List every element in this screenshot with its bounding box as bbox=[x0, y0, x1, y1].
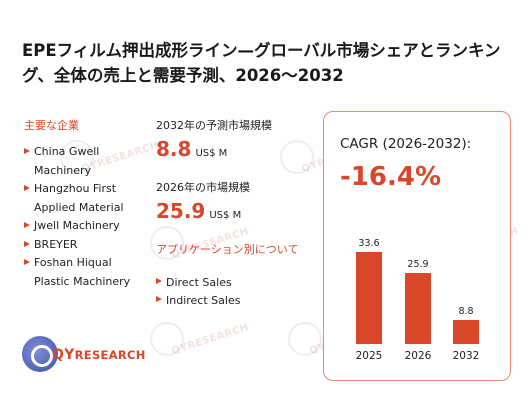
logo-qy: QY bbox=[52, 347, 75, 363]
watermark-circle bbox=[280, 140, 314, 174]
qyresearch-logo: QYRESEARCH bbox=[22, 334, 145, 374]
application-list: Direct Sales Indirect Sales bbox=[156, 274, 240, 309]
list-item: Hangzhou First Applied Material bbox=[24, 180, 144, 217]
company-list: China Gwell Machinery Hangzhou First App… bbox=[24, 143, 144, 291]
cagr-value: -16.4% bbox=[340, 162, 441, 192]
market-2026-label: 2026年の市場規模 bbox=[156, 181, 250, 194]
bar-chart: 33.6 2025 25.9 2026 8.8 2032 bbox=[324, 222, 512, 372]
x-tick-label: 2032 bbox=[452, 350, 480, 362]
bar-value-label: 33.6 bbox=[358, 237, 380, 249]
page-title: EPEフィルム押出成形ライン—グローバル市場シェアとランキング、全体の売上と需要… bbox=[22, 41, 501, 85]
forecast-2032-number: 8.8 bbox=[156, 137, 192, 161]
applications-label: アプリケーション別について bbox=[156, 243, 299, 256]
list-item: Foshan Hiqual Plastic Machinery bbox=[24, 254, 144, 291]
bar-2026 bbox=[405, 272, 431, 344]
bar-2025 bbox=[356, 251, 382, 344]
x-tick-label: 2025 bbox=[355, 350, 383, 362]
logo-rest: RESEARCH bbox=[74, 348, 146, 362]
list-item: Direct Sales bbox=[156, 274, 240, 292]
logo-icon bbox=[22, 336, 58, 372]
watermark-circle bbox=[150, 226, 184, 260]
watermark-circle bbox=[288, 322, 322, 356]
watermark-circle bbox=[150, 322, 184, 356]
bar-value-label: 8.8 bbox=[458, 305, 474, 317]
list-item: BREYER bbox=[24, 236, 144, 255]
companies-label: 主要な企業 bbox=[24, 119, 79, 132]
market-2026-value: 25.9 US$ M bbox=[156, 199, 241, 223]
cagr-card: CAGR (2026-2032): -16.4% 33.6 2025 25.9 202… bbox=[323, 111, 511, 381]
watermark-circle bbox=[60, 140, 94, 174]
market-2026-unit: US$ M bbox=[209, 210, 242, 221]
bar-2032 bbox=[453, 319, 479, 344]
market-2026-number: 25.9 bbox=[156, 199, 206, 223]
bar-value-label: 25.9 bbox=[407, 258, 429, 270]
list-item: Indirect Sales bbox=[156, 292, 240, 310]
list-item: China Gwell Machinery bbox=[24, 143, 144, 180]
forecast-2032-label: 2032年の予測市場規模 bbox=[156, 119, 272, 132]
cagr-label: CAGR (2026-2032): bbox=[340, 136, 472, 152]
list-item: Jwell Machinery bbox=[24, 217, 144, 236]
forecast-2032-unit: US$ M bbox=[195, 148, 228, 159]
forecast-2032-value: 8.8 US$ M bbox=[156, 137, 227, 161]
logo-text: QYRESEARCH bbox=[52, 347, 146, 363]
x-tick-label: 2026 bbox=[404, 350, 432, 362]
